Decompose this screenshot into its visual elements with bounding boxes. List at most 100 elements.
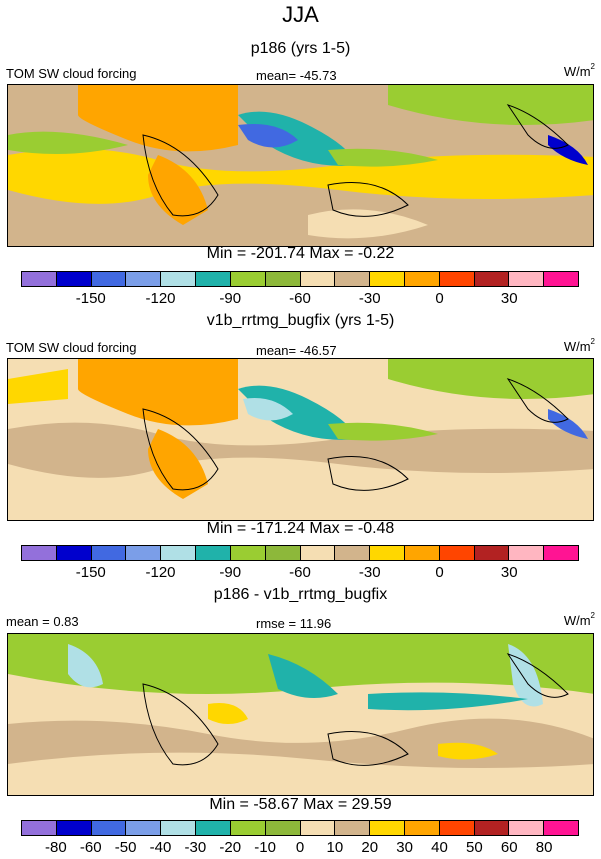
colorbar-tick-label: -150 [75,564,106,581]
colorbar-swatch [161,546,197,560]
colorbar-swatch [335,546,371,560]
colorbar-swatch [544,272,578,286]
figure-title: JJA [282,2,319,27]
colorbar-swatch [370,272,405,286]
colorbar-swatch [439,272,475,286]
colorbar-swatch [91,272,127,286]
panel-3-colorbar [21,820,579,836]
panel-3-units: W/m2 [563,611,595,628]
colorbar-tick-label: -120 [145,290,176,307]
colorbar-swatch [404,821,440,835]
colorbar-swatch [544,821,578,835]
panel-1-colorbar [21,271,579,287]
colorbar-tick-label: -120 [145,564,176,581]
colorbar-swatch [474,272,510,286]
colorbar-swatch [300,546,336,560]
colorbar-swatch [126,821,162,835]
colorbar-swatch [509,272,545,286]
colorbar-tick-label: -50 [114,839,137,856]
colorbar-swatch [370,546,405,560]
colorbar-swatch [265,546,301,560]
panel-1-ticks: -150 -120 -90 -60 -30 0 30 [0,290,601,310]
colorbar-swatch [265,272,301,286]
colorbar-swatch [56,272,92,286]
colorbar-tick-label: -40 [149,839,172,856]
colorbar-tick-label: -60 [79,839,102,856]
colorbar-tick-label: 30 [396,839,413,856]
colorbar-tick-label: 0 [435,290,444,307]
colorbar-tick-label: 0 [435,564,444,581]
panel-1-mean-label: mean= -45.73 [256,68,337,83]
panel-1-units: W/m2 [563,62,595,79]
colorbar-swatch [404,272,440,286]
panel-1-map-field [8,85,593,246]
panel-3-map-field [8,634,593,795]
colorbar-swatch [300,272,336,286]
colorbar-tick-label: 10 [326,839,344,856]
colorbar-swatch [439,546,475,560]
colorbar-swatch [474,821,510,835]
colorbar-tick-label: -90 [219,564,242,581]
colorbar-swatch [230,546,266,560]
panel-2-units: W/m2 [563,337,595,354]
panel-3-ticks: -80 -60 -50 -40 -30 -20 -10 0 10 20 30 40 50 60 80 [0,839,601,859]
panel-2-colorbar [21,545,579,561]
colorbar-tick-label: 0 [295,839,305,856]
colorbar-tick-label: 80 [535,839,553,856]
colorbar-swatch [404,546,440,560]
panel-2-minmax: Min = -171.24 Max = -0.48 [206,520,395,537]
colorbar-swatch [509,546,545,560]
colorbar-swatch [335,272,371,286]
colorbar-swatch [56,546,92,560]
panel-2-ticks: -150 -120 -90 -60 -30 0 30 [0,564,601,584]
colorbar-swatch [22,546,57,560]
panel-1-title: p186 (yrs 1-5) [250,40,351,57]
panel-2-title: v1b_rrtmg_bugfix (yrs 1-5) [206,312,395,329]
colorbar-swatch [56,821,92,835]
colorbar-tick-label: 50 [466,839,483,856]
colorbar-swatch [91,546,127,560]
colorbar-tick-label: 20 [361,839,379,856]
colorbar-tick-label: -20 [219,839,242,856]
panel-3-rmse-label: rmse = 11.96 [256,616,332,631]
panel-1-minmax: Min = -201.74 Max = -0.22 [206,245,395,262]
colorbar-tick-label: -10 [254,839,276,856]
colorbar-swatch [230,821,266,835]
panel-3-title: p186 - v1b_rrtmg_bugfix [213,586,388,603]
colorbar-swatch [474,546,510,560]
colorbar-tick-label: -30 [184,839,207,856]
panel-2-map [7,358,594,521]
colorbar-tick-label: 40 [431,839,448,856]
colorbar-swatch [370,821,405,835]
colorbar-swatch [335,821,371,835]
colorbar-swatch [161,272,197,286]
colorbar-swatch [544,546,578,560]
colorbar-swatch [126,546,162,560]
colorbar-swatch [265,821,301,835]
panel-3-mean-label: mean = 0.83 [6,614,79,629]
colorbar-swatch [91,821,127,835]
colorbar-tick-label: -30 [358,290,381,307]
colorbar-swatch [196,546,231,560]
colorbar-swatch [439,821,475,835]
colorbar-tick-label: 30 [500,564,518,581]
panel-1-variable-label: TOM SW cloud forcing [6,66,137,81]
panel-3-map [7,633,594,796]
panel-3-minmax: Min = -58.67 Max = 29.59 [209,796,392,813]
panel-2-variable-label: TOM SW cloud forcing [6,340,137,355]
colorbar-tick-label: -60 [289,564,311,581]
colorbar-swatch [196,821,231,835]
panel-2-map-field [8,359,593,520]
colorbar-swatch [126,272,162,286]
colorbar-swatch [509,821,545,835]
colorbar-swatch [22,272,57,286]
colorbar-tick-label: -60 [289,290,311,307]
panel-1-map [7,84,594,247]
colorbar-tick-label: -30 [358,564,381,581]
colorbar-swatch [161,821,197,835]
colorbar-swatch [196,272,231,286]
colorbar-tick-label: 60 [500,839,518,856]
colorbar-tick-label: -150 [75,290,106,307]
colorbar-swatch [230,272,266,286]
colorbar-swatch [300,821,336,835]
